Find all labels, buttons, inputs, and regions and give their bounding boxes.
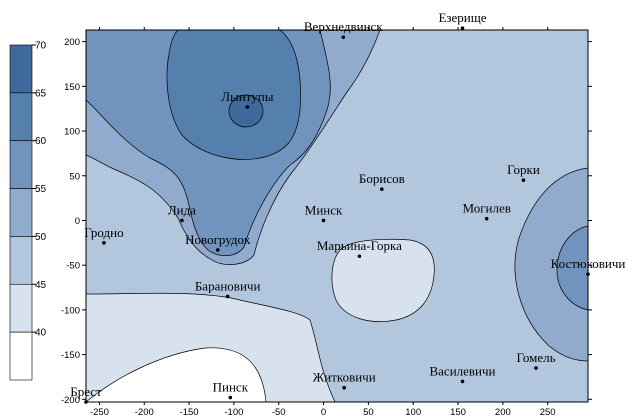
band-55-60-east xyxy=(514,167,588,362)
y-tick-label: 100 xyxy=(64,127,80,138)
legend-swatch xyxy=(9,92,33,142)
y-tick-label: -100 xyxy=(61,305,80,316)
city-point xyxy=(225,294,230,299)
city-point xyxy=(357,254,362,259)
y-tick-label: 50 xyxy=(69,171,80,182)
band-70-75 xyxy=(228,94,264,128)
y-tick-label: -200 xyxy=(61,395,80,406)
city-point xyxy=(215,248,220,252)
x-tick-label: -200 xyxy=(135,407,154,418)
city-label: Новогрудок xyxy=(185,232,251,247)
city-label: Верхнедвинск xyxy=(304,19,383,34)
city-point xyxy=(180,218,184,223)
city-label: Горки xyxy=(507,162,540,177)
city-point xyxy=(484,216,489,221)
city-point xyxy=(245,105,250,109)
legend-swatch xyxy=(9,283,33,333)
city-label: Марьина-Горка xyxy=(317,238,402,253)
city-label: Лынтупы xyxy=(221,89,273,104)
legend-level-label: 45 xyxy=(35,280,47,291)
legend-swatch xyxy=(9,331,33,381)
x-tick-label: -100 xyxy=(224,407,243,418)
x-tick-label: 0 xyxy=(321,407,326,418)
y-tick-label: -150 xyxy=(61,350,80,361)
x-tick-label: -50 xyxy=(272,407,286,418)
city-label: Гродно xyxy=(84,225,123,240)
city-label: Борисов xyxy=(359,171,405,186)
colorbar: 40 45 50 55 60 65 70 xyxy=(9,41,47,381)
plot-frame xyxy=(85,29,589,403)
city-point xyxy=(342,385,346,390)
y-tick-label: 150 xyxy=(64,82,80,93)
y-tick-label: 200 xyxy=(64,37,80,48)
axis-ticks: -250 -200 -150 -100 -50 0 50 100 150 200 250 -200 -1… xyxy=(61,27,592,418)
city-point xyxy=(102,241,106,245)
contour-fills xyxy=(86,30,588,402)
legend-swatch xyxy=(9,140,33,189)
band-60-65-east xyxy=(556,225,588,311)
band-65-70 xyxy=(166,30,301,160)
city-label: Минск xyxy=(305,202,343,217)
city-label: Пинск xyxy=(213,380,249,395)
legend-level-label: 60 xyxy=(35,136,47,147)
x-tick-label: 150 xyxy=(450,407,466,418)
city-point xyxy=(321,218,326,223)
city-point xyxy=(534,366,538,370)
city-label: Гомель xyxy=(516,350,555,365)
x-tick-label: -250 xyxy=(90,407,109,418)
legend-level-label: 65 xyxy=(35,88,47,99)
city-points: Верхнедвинск Езерище Лынтупы Борисов Горки Ли… xyxy=(70,10,625,404)
x-tick-label: 250 xyxy=(540,407,556,418)
city-point xyxy=(228,395,233,400)
city-point xyxy=(341,35,346,39)
x-tick-label: 100 xyxy=(405,407,421,418)
band-45-50-center xyxy=(331,238,435,322)
x-tick-label: 200 xyxy=(495,407,511,418)
city-label: Езерище xyxy=(438,10,486,25)
x-tick-label: 50 xyxy=(363,407,374,418)
city-label: Барановичи xyxy=(195,278,261,293)
city-point xyxy=(380,187,384,191)
y-tick-label: 0 xyxy=(75,216,80,227)
legend-level-label: 40 xyxy=(35,328,47,339)
legend-level-label: 70 xyxy=(35,41,47,52)
city-label: Могилев xyxy=(462,201,510,216)
city-point xyxy=(460,26,465,31)
legend-level-label: 50 xyxy=(35,232,47,243)
legend-swatch xyxy=(9,44,33,94)
city-label: Житковичи xyxy=(313,370,376,385)
band-40-45-south xyxy=(86,347,267,402)
city-label: Василевичи xyxy=(429,363,495,378)
city-label: Лида xyxy=(168,202,196,217)
y-tick-label: -50 xyxy=(66,261,80,272)
legend-swatch xyxy=(9,188,33,237)
legend-swatch xyxy=(9,236,33,285)
x-tick-label: -150 xyxy=(180,407,199,418)
city-point xyxy=(521,178,526,183)
legend-level-label: 55 xyxy=(35,184,47,195)
city-point xyxy=(460,379,465,384)
